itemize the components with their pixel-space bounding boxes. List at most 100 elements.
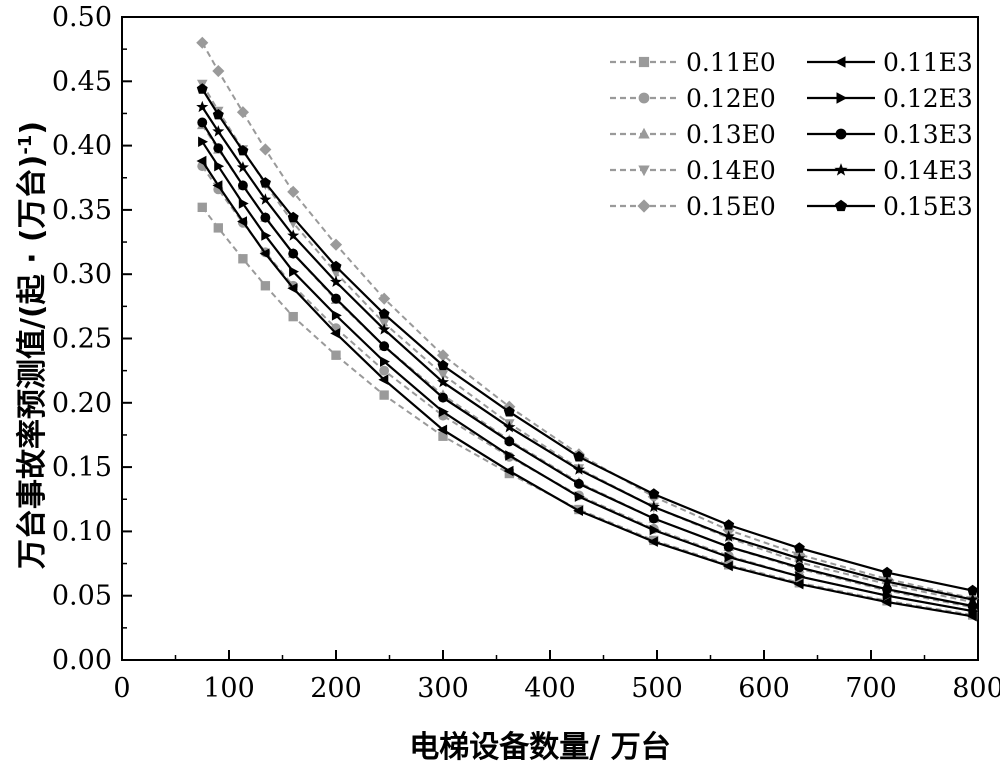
- data-point: [438, 406, 449, 417]
- data-point: [503, 406, 515, 417]
- series-layer: [196, 36, 979, 622]
- data-point: [212, 180, 223, 191]
- data-point: [503, 465, 514, 477]
- series-0.12E3: [198, 136, 979, 617]
- data-point: [966, 611, 977, 622]
- data-point: [573, 451, 585, 462]
- data-point: [378, 292, 391, 305]
- data-point: [379, 365, 390, 376]
- data-point: [648, 536, 658, 547]
- data-point: [259, 193, 272, 205]
- data-point: [574, 491, 585, 502]
- legend-marker: [638, 165, 650, 177]
- data-point: [287, 185, 300, 198]
- series-line: [201, 206, 973, 616]
- data-point: [649, 524, 660, 536]
- data-point: [287, 283, 298, 294]
- series-line: [201, 160, 973, 618]
- data-point: [238, 254, 248, 264]
- y-tick-label: 0.30: [52, 259, 112, 290]
- legend-label: 0.12E3: [883, 84, 973, 113]
- data-point: [259, 177, 271, 188]
- series-0.12E0: [197, 161, 978, 617]
- legend-item-0.11E0: 0.11E0: [610, 48, 776, 77]
- y-tick-label: 0.25: [52, 324, 112, 355]
- data-point: [212, 125, 225, 137]
- data-point: [505, 450, 516, 461]
- x-tick-label: 500: [631, 673, 683, 704]
- data-point: [438, 392, 448, 403]
- data-point: [237, 216, 247, 227]
- data-point: [882, 584, 892, 595]
- y-tick-label: 0.50: [52, 2, 112, 33]
- data-point: [378, 308, 390, 319]
- data-point: [437, 424, 448, 435]
- data-point: [793, 578, 804, 590]
- y-axis-title-sup: -1: [15, 135, 36, 155]
- data-point: [259, 143, 272, 156]
- legend-label: 0.11E0: [686, 48, 776, 77]
- data-point: [648, 513, 659, 524]
- x-tick-label: 700: [845, 673, 897, 704]
- data-point: [966, 593, 979, 605]
- legend-marker: [638, 127, 650, 139]
- data-point: [331, 293, 341, 304]
- data-point: [259, 248, 270, 259]
- x-tick-label: 100: [203, 673, 255, 704]
- series-0.11E3: [196, 155, 977, 622]
- data-point: [260, 281, 271, 291]
- data-point: [330, 260, 342, 272]
- legend-label: 0.14E0: [686, 156, 776, 185]
- series-line: [201, 83, 973, 604]
- data-point: [722, 560, 733, 572]
- series-0.14E0: [197, 79, 978, 608]
- legend-label: 0.14E3: [883, 156, 973, 185]
- data-point: [437, 370, 449, 381]
- data-point: [213, 143, 224, 154]
- legend-marker: [835, 128, 847, 140]
- data-point: [881, 596, 892, 608]
- data-point: [331, 350, 341, 360]
- x-tick-label: 300: [417, 673, 469, 704]
- data-point: [198, 136, 208, 147]
- data-point: [573, 505, 583, 516]
- legend-item-0.14E0: 0.14E0: [610, 156, 776, 185]
- plot-frame: [121, 16, 979, 661]
- series-0.13E0: [197, 119, 978, 612]
- legend-marker: [835, 199, 847, 212]
- series-0.11E0: [197, 202, 978, 620]
- legend: 0.11E0 0.12E0 0.13E0 0.14E0 0.15E0 0.11E3 0.12…: [610, 48, 973, 221]
- legend-item-0.13E0: 0.13E0: [610, 120, 776, 149]
- y-axis-title-close: ): [15, 121, 50, 135]
- data-point: [967, 601, 978, 611]
- data-point: [504, 436, 515, 447]
- series-0.15E0: [196, 36, 979, 605]
- data-point: [212, 65, 225, 78]
- y-tick-label: 0.20: [52, 388, 112, 419]
- data-point: [438, 431, 448, 441]
- x-tick-label: 200: [310, 673, 362, 704]
- data-point: [794, 562, 805, 573]
- data-point: [793, 552, 806, 564]
- legend-item-0.15E3: 0.15E3: [807, 192, 973, 221]
- x-tick-label: 600: [738, 673, 790, 704]
- series-0.15E3: [196, 83, 979, 596]
- data-point: [238, 198, 249, 209]
- y-tick-label: 0.05: [52, 581, 112, 612]
- series-0.13E3: [197, 117, 978, 611]
- y-tick-label: 0.45: [52, 66, 112, 97]
- data-point: [881, 575, 894, 587]
- data-point: [196, 36, 209, 49]
- series-line: [201, 165, 973, 613]
- data-point: [724, 551, 735, 563]
- series-line: [201, 124, 973, 609]
- data-point: [237, 145, 249, 156]
- y-tick-label: 0.00: [52, 645, 112, 676]
- y-tick-label: 0.15: [52, 452, 112, 483]
- y-tick-label: 0.10: [52, 516, 112, 547]
- data-point: [213, 223, 223, 233]
- data-point: [330, 275, 342, 287]
- data-point: [437, 375, 449, 388]
- legend-marker: [637, 199, 651, 213]
